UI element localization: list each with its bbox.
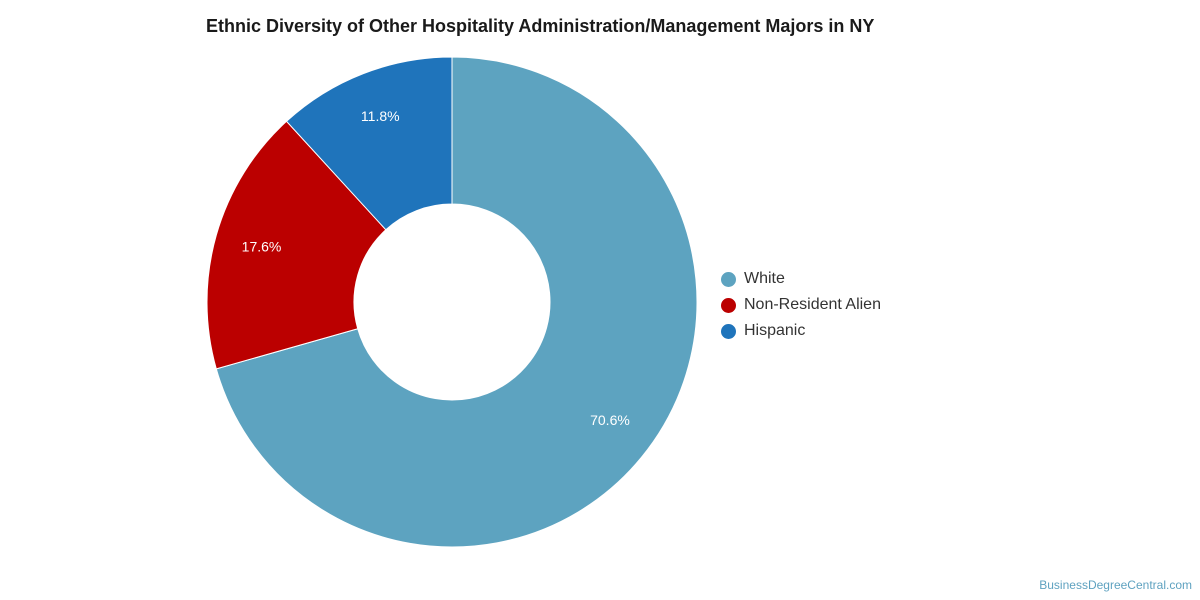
legend-swatch-icon <box>721 323 736 339</box>
pie-slice-white[interactable] <box>215 56 698 548</box>
legend-label: White <box>744 270 785 287</box>
legend-item-hispanic[interactable]: Hispanic <box>721 318 881 344</box>
legend-item-white[interactable]: White <box>721 266 881 292</box>
slice-value-label-hispanic: 11.8% <box>361 108 400 124</box>
legend-label: Non-Resident Alien <box>744 296 881 313</box>
slice-value-label-white: 70.6% <box>590 412 630 428</box>
site-watermark[interactable]: BusinessDegreeCentral.com <box>1039 578 1192 592</box>
pie-slice-labels: 70.6% 17.6% 11.8% <box>242 108 630 428</box>
legend-swatch-icon <box>721 297 736 313</box>
legend-swatch-icon <box>721 271 736 287</box>
pie-slice-hispanic[interactable] <box>285 56 453 231</box>
pie-slice-non-resident-alien[interactable] <box>206 120 387 370</box>
legend-item-non-resident-alien[interactable]: Non-Resident Alien <box>721 292 881 318</box>
pie-slices <box>206 56 698 548</box>
chart-title: Ethnic Diversity of Other Hospitality Ad… <box>206 16 875 36</box>
chart-legend: White Non-Resident Alien Hispanic <box>721 266 881 344</box>
legend-label: Hispanic <box>744 322 806 339</box>
slice-value-label-non-resident-alien: 17.6% <box>242 239 282 255</box>
